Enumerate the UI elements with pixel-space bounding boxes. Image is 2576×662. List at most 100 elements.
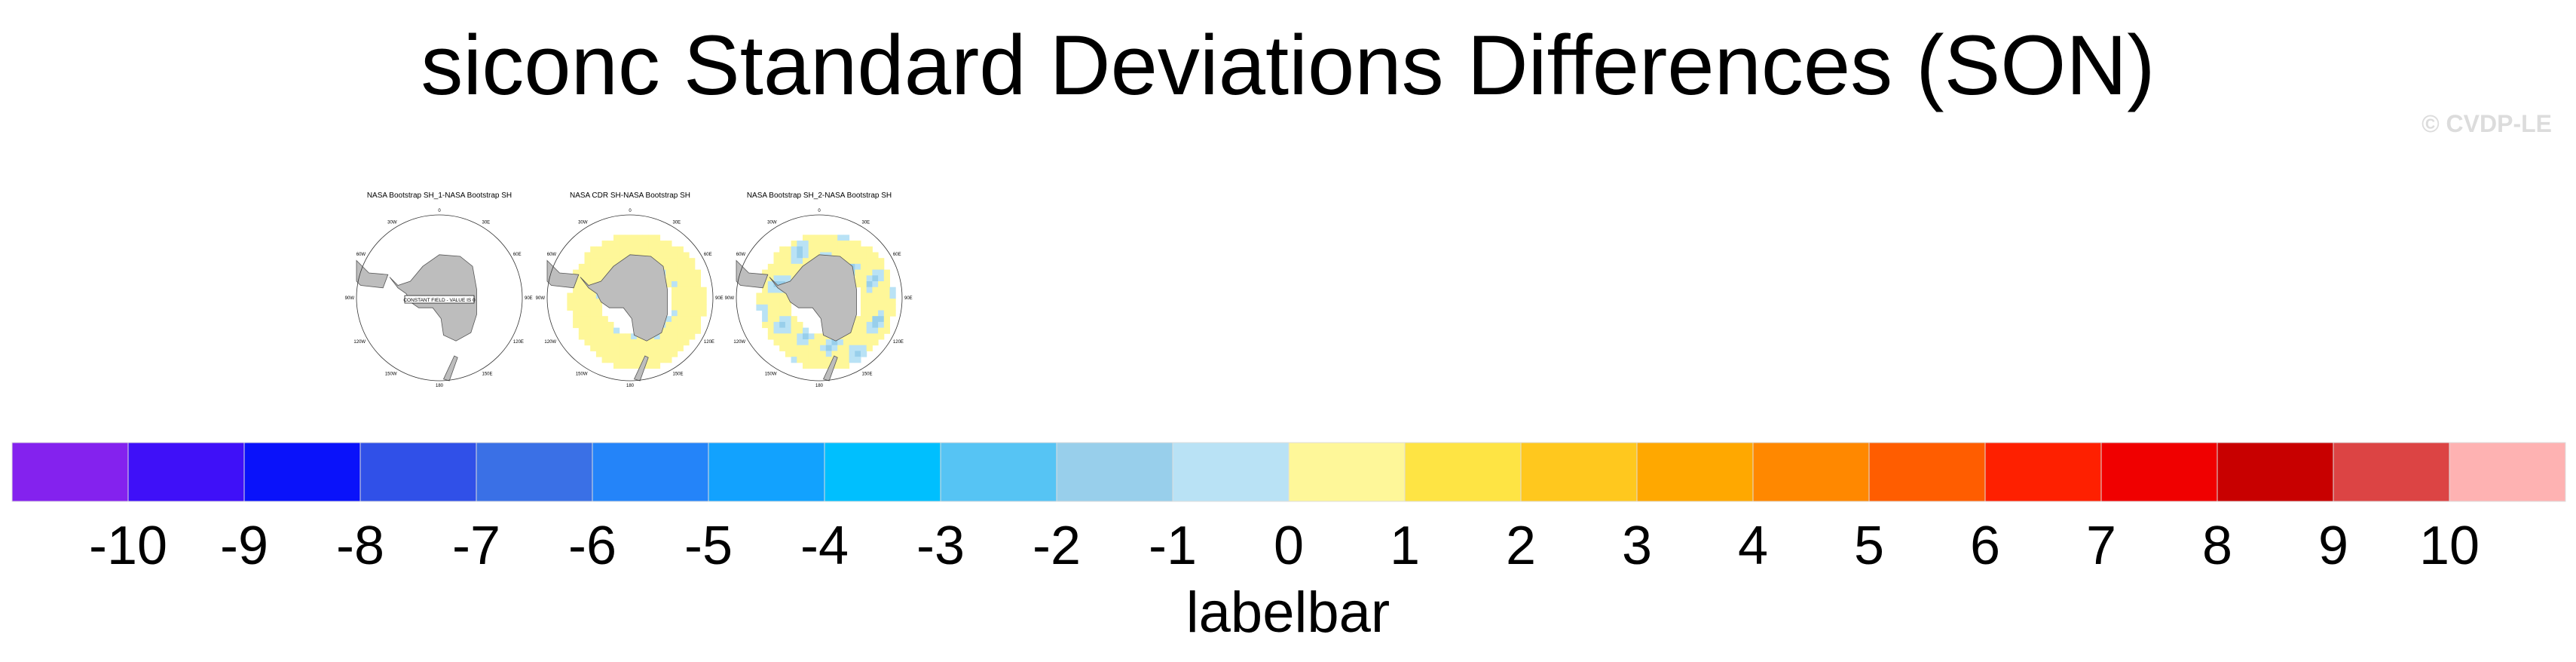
sea-ice-cell [767, 321, 774, 329]
sea-ice-cell [889, 310, 896, 317]
sea-ice-cell [779, 293, 786, 299]
sea-ice-cell [590, 299, 597, 305]
colorbar-label: labelbar [1186, 581, 1390, 645]
colorbar-box [243, 442, 361, 502]
sea-ice-cell [595, 299, 603, 305]
sea-ice-cell [595, 304, 603, 311]
sea-ice-cell [779, 258, 786, 265]
sea-ice-cell [785, 258, 792, 265]
sea-ice-cell [665, 269, 672, 276]
sea-ice-cell [665, 345, 672, 351]
sea-ice-cell [573, 304, 580, 311]
sea-ice-cell [677, 293, 684, 299]
sea-ice-cell [872, 263, 879, 271]
sea-ice-cell [779, 304, 786, 311]
sea-ice-cell [659, 327, 666, 334]
sea-ice-cell [773, 252, 780, 259]
sea-ice-cell [665, 246, 672, 253]
sea-ice-cell [689, 275, 696, 282]
sea-ice-cell [866, 333, 873, 340]
sea-ice-cell [855, 275, 861, 282]
sea-ice-cell [607, 345, 614, 351]
sea-ice-cell [595, 252, 603, 259]
sea-ice-cell [837, 345, 844, 351]
colorbar-tick-label: 10 [2419, 516, 2480, 576]
sea-ice-cell [631, 246, 638, 253]
sea-ice-cell [590, 258, 597, 265]
sea-ice-cell [653, 246, 661, 253]
sea-ice-cell [837, 246, 844, 253]
sea-ice-cell [820, 362, 827, 369]
sea-ice-cell [578, 333, 585, 340]
sea-ice-cell [595, 351, 603, 357]
sea-ice-cell [584, 293, 591, 299]
longitude-label: 90W [725, 296, 735, 301]
sea-ice-cell [791, 327, 797, 334]
sea-ice-cell [866, 304, 873, 311]
longitude-label: 150E [482, 372, 493, 377]
sea-ice-cell [773, 275, 780, 282]
colorbar-tick-label: 5 [1854, 516, 1884, 576]
map-boundary [546, 214, 714, 382]
sea-ice-cell [866, 339, 873, 346]
sea-ice-cell [619, 234, 626, 241]
sea-ice-cell [808, 333, 815, 340]
sea-ice-cell [683, 252, 690, 259]
sea-ice-cell [601, 252, 608, 259]
sea-ice-cell [855, 333, 861, 340]
sea-ice-cell [866, 269, 873, 276]
sea-ice-cell [672, 339, 678, 346]
sea-ice-cell [689, 310, 696, 317]
sea-ice-cell [872, 333, 879, 340]
sea-ice-cell [578, 321, 585, 329]
sea-ice-cell [878, 263, 885, 271]
sea-ice-cell [567, 293, 574, 299]
south-america-landmass [356, 259, 389, 289]
colorbar-box [1520, 442, 1638, 502]
sea-ice-cell [659, 333, 666, 340]
sea-ice-cell [642, 234, 649, 241]
sea-ice-cell [779, 345, 786, 351]
constant-field-note: CONSTANT FIELD - VALUE IS 0 [403, 298, 476, 303]
sea-ice-cell [825, 246, 832, 253]
sea-ice-cell [756, 304, 763, 311]
sea-ice-cell [878, 293, 885, 299]
sea-ice-cell [590, 339, 597, 346]
sea-ice-cell [831, 252, 838, 259]
longitude-label: 120E [704, 340, 714, 345]
sea-ice-cell [767, 263, 774, 271]
sea-ice-cell [791, 252, 797, 259]
sea-ice-cell [653, 362, 661, 369]
sea-ice-cell [672, 310, 678, 317]
figure-title: siconc Standard Deviations Differences (… [421, 18, 2155, 112]
sea-ice-cell [866, 310, 873, 317]
sea-ice-cell [601, 339, 608, 346]
sea-ice-cell [613, 351, 620, 357]
colorbar-box [1172, 442, 1290, 502]
sea-ice-cell [849, 345, 855, 351]
sea-ice-cell [607, 263, 614, 271]
sea-ice-cell [625, 362, 632, 369]
sea-ice-cell [849, 327, 855, 334]
sea-ice-cell [642, 345, 649, 351]
sea-ice-cell [849, 339, 855, 346]
sea-ice-cell [665, 357, 672, 363]
sea-ice-cell [653, 252, 661, 259]
longitude-label: 30E [862, 221, 870, 225]
sea-ice-cell [683, 281, 690, 288]
sea-ice-cell [584, 321, 591, 329]
sea-ice-cell [837, 241, 844, 247]
longitude-label: 60W [356, 253, 366, 257]
sea-ice-cell [837, 362, 844, 369]
sea-ice-cell [791, 263, 797, 271]
sea-ice-cell [677, 316, 684, 323]
sea-ice-cell [849, 252, 855, 259]
sea-ice-cell [665, 321, 672, 329]
sea-ice-cell [831, 345, 838, 351]
longitude-label: 150W [576, 372, 588, 377]
sea-ice-cell [878, 258, 885, 265]
sea-ice-cell [601, 345, 608, 351]
sea-ice-cell [653, 357, 661, 363]
sea-ice-cell [601, 327, 608, 334]
